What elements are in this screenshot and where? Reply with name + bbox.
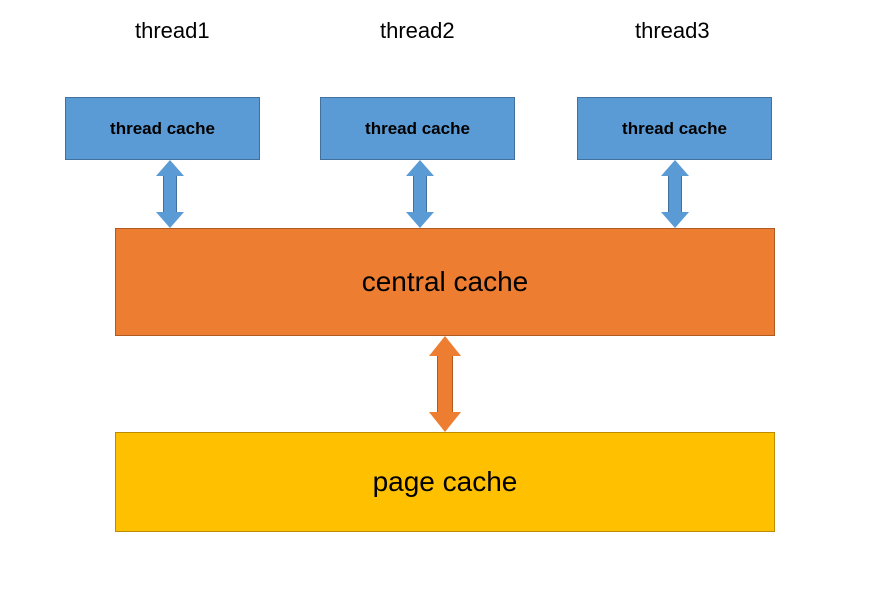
thread-cache-2-text: thread cache (365, 119, 470, 139)
page-cache-text: page cache (373, 466, 518, 498)
arrow-tc3-central (661, 160, 689, 228)
central-cache-box: central cache (115, 228, 775, 336)
thread-cache-2-box: thread cache (320, 97, 515, 160)
thread1-label: thread1 (135, 18, 210, 44)
thread-cache-3-text: thread cache (622, 119, 727, 139)
diagram-canvas: thread1 thread2 thread3 thread cache thr… (0, 0, 895, 600)
thread3-label: thread3 (635, 18, 710, 44)
central-cache-text: central cache (362, 266, 529, 298)
thread2-label: thread2 (380, 18, 455, 44)
thread-cache-1-text: thread cache (110, 119, 215, 139)
page-cache-box: page cache (115, 432, 775, 532)
thread-cache-1-box: thread cache (65, 97, 260, 160)
arrow-tc1-central (156, 160, 184, 228)
arrow-central-page (429, 336, 461, 432)
thread-cache-3-box: thread cache (577, 97, 772, 160)
arrow-tc2-central (406, 160, 434, 228)
